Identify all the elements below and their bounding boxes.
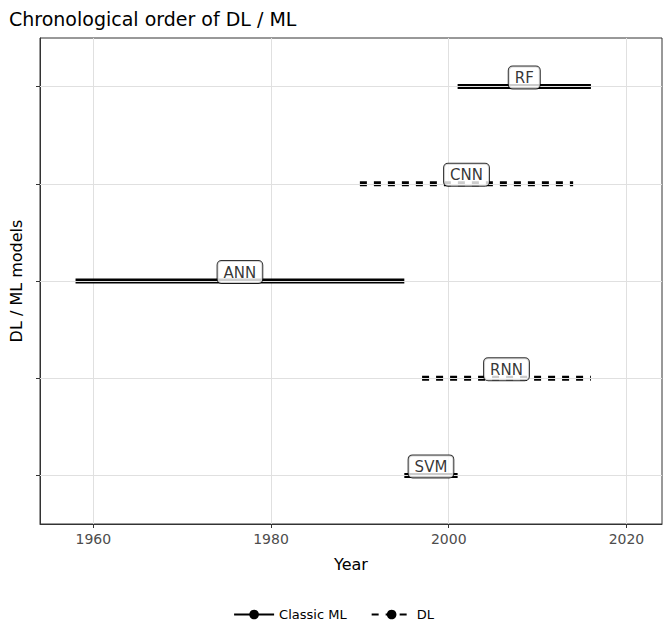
svg-text:ANN: ANN bbox=[224, 264, 257, 282]
svg-text:CNN: CNN bbox=[450, 166, 483, 184]
svg-text:1980: 1980 bbox=[253, 531, 289, 547]
svg-text:SVM: SVM bbox=[415, 458, 448, 476]
svg-text:Chronological order of DL / ML: Chronological order of DL / ML bbox=[9, 8, 297, 30]
svg-text:1960: 1960 bbox=[75, 531, 111, 547]
svg-text:DL: DL bbox=[417, 607, 435, 622]
svg-text:2000: 2000 bbox=[431, 531, 467, 547]
svg-text:DL / ML models: DL / ML models bbox=[7, 220, 26, 343]
svg-text:Year: Year bbox=[333, 555, 368, 574]
svg-text:RNN: RNN bbox=[490, 361, 523, 379]
svg-text:2020: 2020 bbox=[609, 531, 645, 547]
svg-text:RF: RF bbox=[515, 69, 534, 87]
svg-text:Classic ML: Classic ML bbox=[279, 607, 347, 622]
